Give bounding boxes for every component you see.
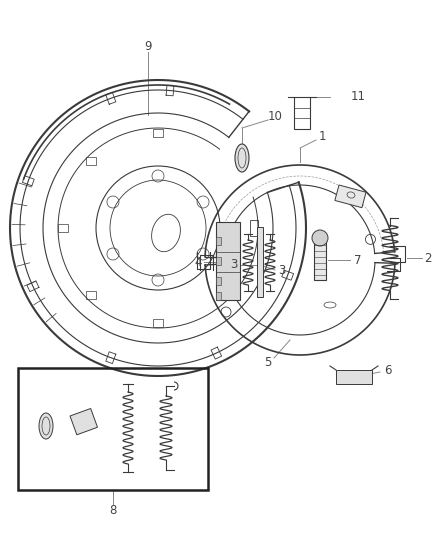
Bar <box>153 319 163 327</box>
Ellipse shape <box>39 413 53 439</box>
Text: 10: 10 <box>268 109 283 123</box>
Circle shape <box>312 230 328 246</box>
Bar <box>216 277 221 285</box>
Text: 3: 3 <box>278 263 286 277</box>
Bar <box>216 292 221 300</box>
Text: 11: 11 <box>350 91 365 103</box>
Bar <box>86 157 96 165</box>
Bar <box>314 240 326 280</box>
Bar <box>335 185 366 208</box>
Text: 2: 2 <box>424 252 432 264</box>
Text: 8: 8 <box>110 505 117 518</box>
Bar <box>86 291 96 299</box>
Bar <box>250 220 258 236</box>
Bar <box>18 368 208 490</box>
Bar <box>216 222 240 300</box>
Ellipse shape <box>235 144 249 172</box>
Bar <box>70 408 98 435</box>
Text: 9: 9 <box>144 41 152 53</box>
Text: 6: 6 <box>384 364 392 376</box>
Text: 5: 5 <box>264 357 272 369</box>
Bar <box>294 97 310 129</box>
Text: 4: 4 <box>194 255 202 269</box>
Bar <box>220 291 230 299</box>
Bar <box>58 224 68 232</box>
Bar <box>153 129 163 137</box>
Bar <box>216 237 221 245</box>
Text: 3: 3 <box>230 259 238 271</box>
Text: 1: 1 <box>318 130 326 142</box>
Text: 7: 7 <box>354 254 362 266</box>
Bar <box>336 370 372 384</box>
Bar <box>216 257 221 265</box>
Bar <box>257 227 263 297</box>
